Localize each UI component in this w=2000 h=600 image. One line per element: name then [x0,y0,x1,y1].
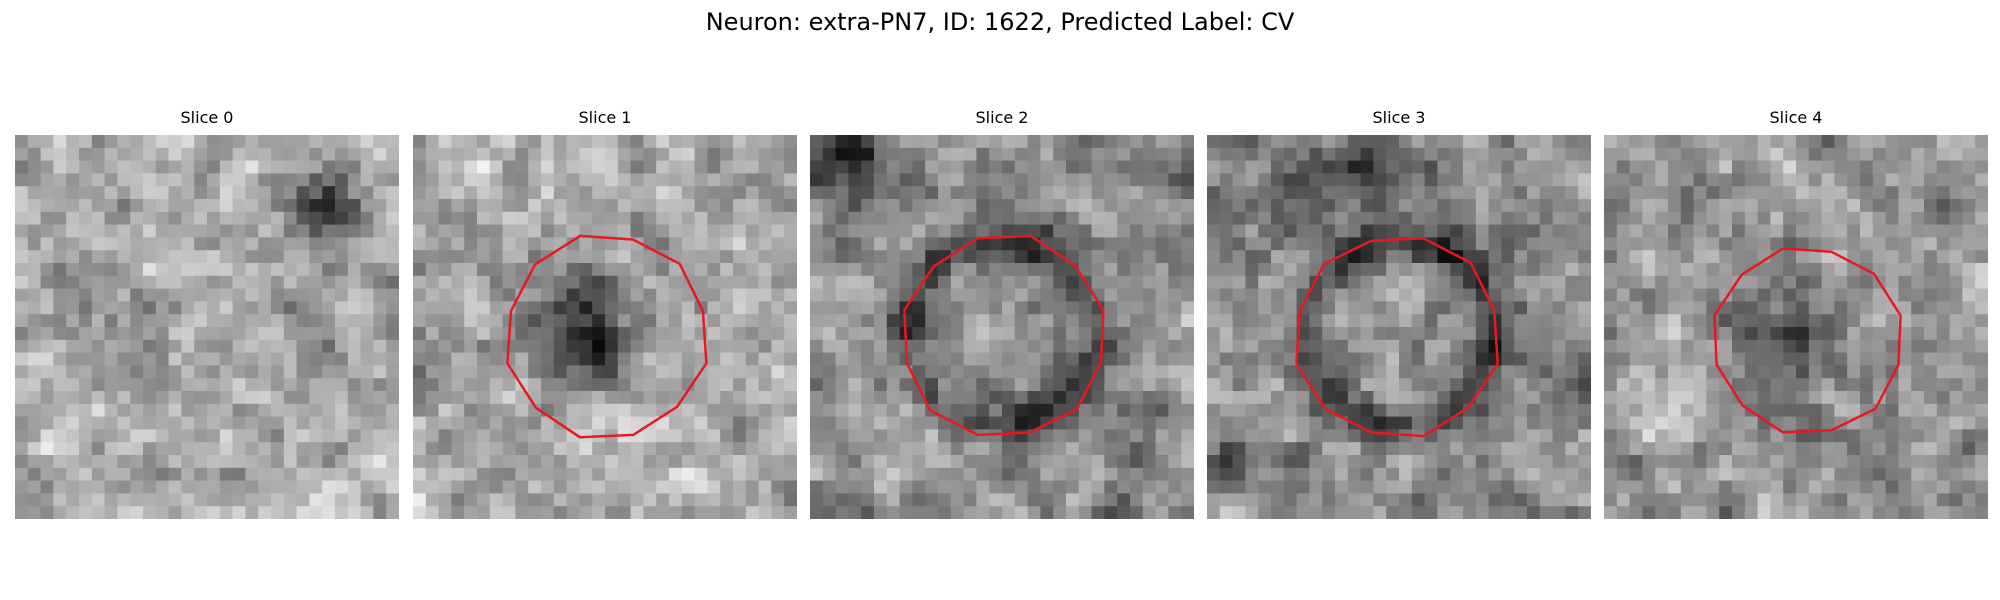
slice-image [1207,135,1591,519]
pixel-grid [1207,135,1591,519]
slice-title: Slice 0 [180,108,234,127]
roi-contour [903,234,1105,437]
roi-contour [1713,247,1902,434]
slice-title: Slice 2 [975,108,1029,127]
slice-image [810,135,1194,519]
slice-image [15,135,399,519]
slice-title: Slice 4 [1769,108,1823,127]
slice-title: Slice 1 [578,108,632,127]
pixel-grid [1604,135,1988,519]
roi-contour [1295,237,1499,438]
pixel-grid [15,135,399,519]
slice-image [1604,135,1988,519]
roi-contour [506,234,708,439]
slice-image [413,135,797,519]
figure-title: Neuron: extra-PN7, ID: 1622, Predicted L… [705,8,1295,36]
pixel-grid [413,135,797,519]
slice-title: Slice 3 [1372,108,1426,127]
pixel-grid [810,135,1194,519]
